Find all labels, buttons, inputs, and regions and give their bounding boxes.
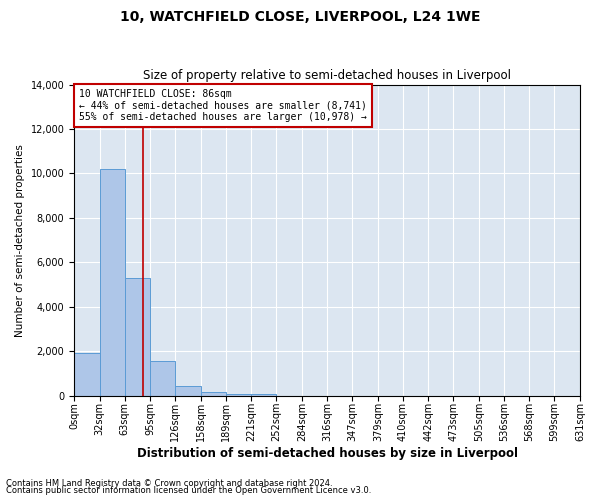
Y-axis label: Number of semi-detached properties: Number of semi-detached properties [15, 144, 25, 336]
Bar [100, 169, 125, 396]
Bar [175, 386, 201, 396]
Text: 10 WATCHFIELD CLOSE: 86sqm
← 44% of semi-detached houses are smaller (8,741)
55%: 10 WATCHFIELD CLOSE: 86sqm ← 44% of semi… [79, 89, 367, 122]
Bar [151, 361, 175, 396]
Bar [74, 354, 100, 396]
Title: Size of property relative to semi-detached houses in Liverpool: Size of property relative to semi-detach… [143, 69, 511, 82]
Text: 10, WATCHFIELD CLOSE, LIVERPOOL, L24 1WE: 10, WATCHFIELD CLOSE, LIVERPOOL, L24 1WE [120, 10, 480, 24]
Text: Contains HM Land Registry data © Crown copyright and database right 2024.: Contains HM Land Registry data © Crown c… [6, 478, 332, 488]
Bar [251, 394, 276, 396]
X-axis label: Distribution of semi-detached houses by size in Liverpool: Distribution of semi-detached houses by … [137, 447, 518, 460]
Bar [125, 278, 151, 396]
Bar [226, 394, 251, 396]
Bar [201, 392, 226, 396]
Text: Contains public sector information licensed under the Open Government Licence v3: Contains public sector information licen… [6, 486, 371, 495]
